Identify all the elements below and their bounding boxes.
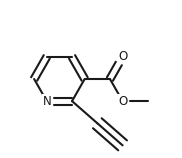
Text: O: O — [118, 50, 127, 63]
Text: N: N — [42, 95, 51, 108]
Text: O: O — [118, 95, 127, 108]
